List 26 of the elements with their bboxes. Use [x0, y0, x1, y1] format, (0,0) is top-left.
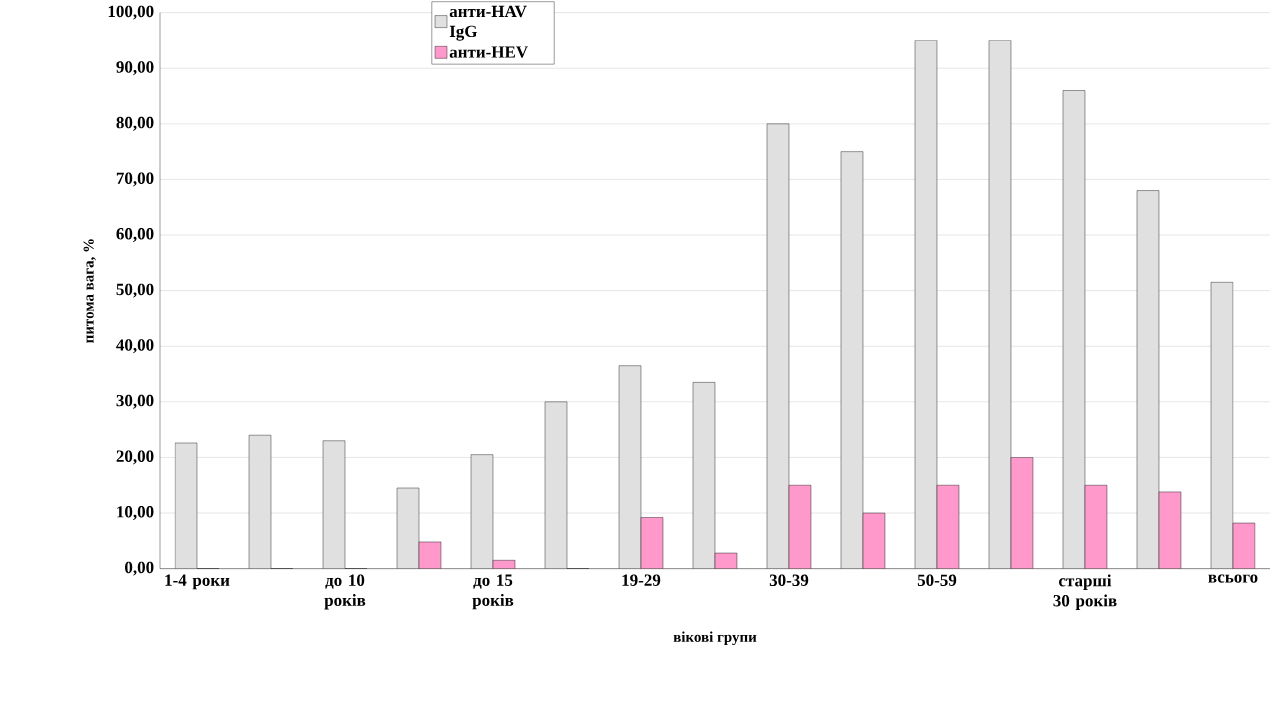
bar	[544, 401, 568, 569]
y-tick-label: 0,00	[125, 561, 154, 576]
x-tick-label: всього	[1208, 574, 1258, 583]
x-tick-label: старші 30 років	[1053, 574, 1117, 611]
y-tick-label: 60,00	[116, 228, 154, 243]
bar	[248, 435, 272, 569]
x-tick-label: 50-59	[917, 574, 957, 587]
bar	[174, 442, 198, 569]
y-tick-label: 30,00	[116, 395, 154, 409]
y-tick-label: 80,00	[116, 117, 154, 131]
x-tick-label: 19-29	[622, 574, 661, 587]
y-tick-label: 20,00	[116, 450, 154, 465]
y-tick-label: 40,00	[116, 339, 154, 354]
x-tick-label: 30-39	[769, 574, 809, 587]
x-tick-label: 1-4 роки	[165, 574, 230, 590]
x-axis-title: вікові групи	[673, 631, 757, 646]
y-tick-label: 100,00	[108, 5, 154, 20]
y-tick-label: 50,00	[116, 283, 154, 298]
y-tick-label: 90,00	[116, 61, 154, 76]
y-tick-label: 70,00	[116, 172, 154, 187]
x-tick-label: до 15 років	[472, 574, 514, 610]
y-axis-title: питома вага, %	[83, 239, 96, 344]
legend-label: анти-HEV	[449, 46, 528, 59]
x-tick-label: до 10 років	[324, 574, 366, 610]
y-tick-label: 10,00	[117, 506, 154, 521]
bar	[322, 440, 346, 569]
